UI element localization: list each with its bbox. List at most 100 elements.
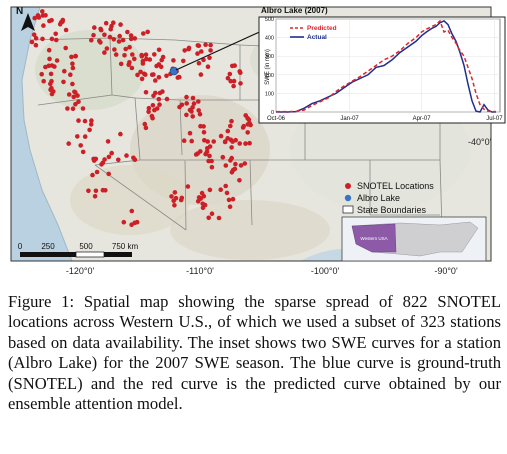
snotel-dot [173, 195, 179, 201]
snotel-dot [129, 65, 135, 71]
snotel-dot [106, 154, 112, 160]
snotel-dot [157, 90, 163, 96]
snotel-dot [228, 78, 233, 84]
snotel-dot [76, 118, 81, 123]
snotel-dot [63, 27, 69, 33]
snotel-dot [61, 79, 66, 85]
snotel-dot [129, 208, 135, 214]
snotel-dot [31, 32, 37, 37]
snotel-dot [197, 111, 203, 117]
snotel-dot [208, 42, 213, 48]
snotel-dot [102, 32, 107, 38]
snotel-dot [231, 78, 237, 84]
snotel-dot [140, 58, 146, 64]
snotel-dot [184, 112, 189, 118]
snotel-dot [156, 47, 162, 53]
snotel-dot [245, 115, 250, 121]
snotel-dot [40, 9, 45, 14]
snotel-dot [92, 194, 98, 199]
snotel-dot [29, 39, 35, 45]
snotel-dot [242, 161, 248, 166]
snotel-dot [190, 105, 195, 110]
albro-lake-marker [169, 66, 179, 76]
snotel-dot [156, 75, 162, 80]
snotel-dot [41, 23, 46, 28]
lon-label: -120°0' [66, 266, 95, 276]
snotel-dot [80, 149, 86, 155]
legend-snotel-symbol [345, 183, 351, 189]
snotel-dot [69, 54, 74, 60]
snotel-dot [88, 122, 94, 127]
x-tick-label: Jan-07 [340, 116, 359, 122]
snotel-dot [127, 44, 132, 50]
snotel-dot [196, 60, 202, 66]
swe-inset-chart: Albro Lake (2007) SWE (in mm) 0 100 200 300… [258, 6, 506, 124]
snotel-dot [204, 149, 210, 155]
snotel-dot [121, 219, 127, 225]
snotel-dot [230, 196, 236, 202]
snotel-dot [169, 194, 174, 199]
snotel-dot [232, 63, 237, 68]
snotel-dot [132, 36, 138, 41]
scale-label: 250 [41, 242, 55, 251]
snotel-dot [238, 81, 243, 86]
snotel-dot [159, 57, 164, 63]
snotel-dot [241, 123, 246, 129]
snotel-dot [46, 63, 52, 69]
snotel-dot [225, 75, 231, 81]
snotel-dot [111, 20, 116, 26]
snotel-dot [135, 72, 140, 78]
snotel-dot [211, 139, 216, 144]
snotel-dot [89, 118, 94, 123]
y-tick-label: 0 [271, 110, 274, 116]
legend-albro-label: Albro Lake [357, 193, 400, 203]
snotel-dot [228, 158, 233, 163]
snotel-dot [102, 50, 107, 55]
snotel-dot [229, 145, 234, 150]
snotel-dot [78, 143, 83, 148]
snotel-dot [93, 188, 99, 194]
snotel-dot [245, 130, 250, 135]
snotel-dot [132, 157, 138, 162]
snotel-dot [118, 131, 123, 137]
snotel-dot [243, 141, 248, 146]
snotel-dot [118, 61, 124, 67]
snotel-dot [207, 144, 213, 149]
snotel-dot [75, 93, 80, 98]
snotel-dot [94, 169, 100, 175]
snotel-dot [36, 15, 42, 20]
snotel-dot [147, 57, 153, 62]
snotel-dot [190, 114, 195, 119]
legend-boundary-symbol [342, 205, 354, 214]
snotel-dot [158, 64, 164, 70]
snotel-dot [189, 109, 194, 114]
snotel-dot [43, 64, 48, 70]
snotel-dot [122, 53, 127, 58]
snotel-dot [60, 17, 66, 23]
snotel-dot [73, 53, 78, 59]
snotel-dot [229, 118, 234, 124]
snotel-dot [146, 109, 151, 115]
snotel-dot [199, 49, 204, 54]
snotel-dot [118, 22, 123, 27]
snotel-dot [111, 37, 117, 42]
snotel-dot [98, 40, 103, 45]
snotel-dot [41, 78, 46, 84]
snotel-dot [51, 89, 56, 94]
snotel-dot [80, 106, 86, 111]
snotel-dot [98, 27, 104, 33]
snotel-dot [70, 65, 76, 71]
snotel-dot [71, 94, 76, 100]
snotel-dot [109, 150, 114, 156]
map-legend: SNOTEL Locations Albro Lake State Bounda… [342, 181, 434, 215]
us-overview-inset: Western USA [341, 216, 487, 262]
snotel-dot [184, 101, 189, 106]
snotel-dot [220, 154, 226, 160]
snotel-dot [103, 20, 109, 26]
snotel-dot [151, 93, 156, 99]
legend-albro-symbol [344, 194, 352, 202]
snotel-dot [207, 55, 212, 61]
snotel-dot [226, 197, 232, 203]
snotel-dot [202, 202, 208, 208]
snotel-dot [65, 106, 70, 111]
